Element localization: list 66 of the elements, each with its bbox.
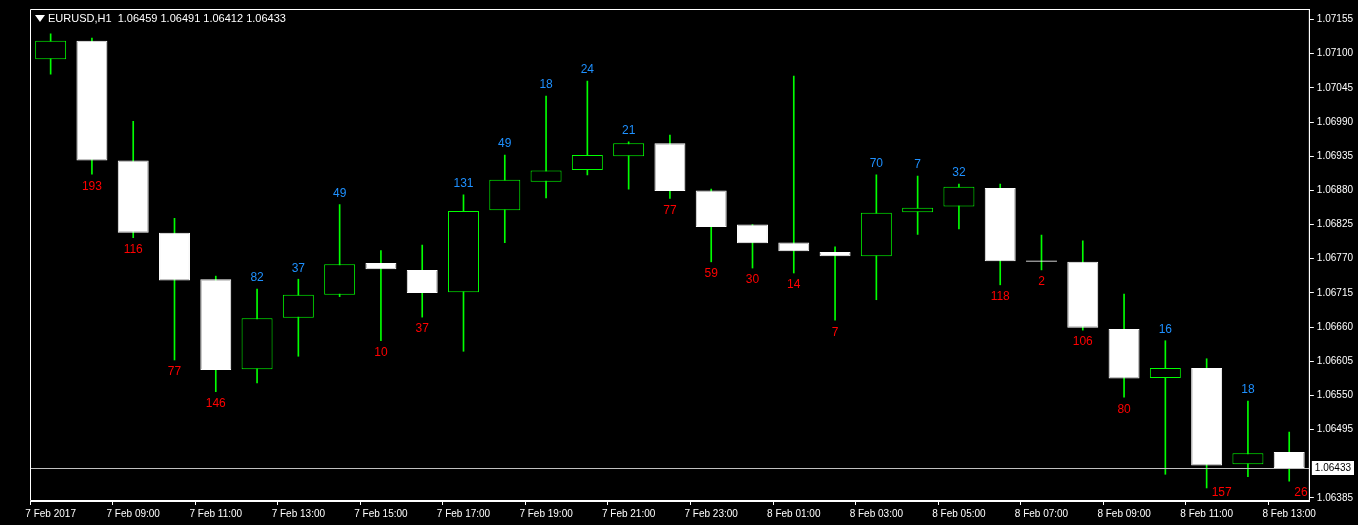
text: 157 bbox=[1211, 485, 1232, 500]
text: 7 bbox=[831, 324, 839, 339]
text: 106 bbox=[1072, 334, 1093, 349]
text: 193 bbox=[81, 178, 102, 193]
text: 2 bbox=[1038, 274, 1045, 289]
text: 77 bbox=[663, 202, 677, 217]
text: 24 bbox=[580, 62, 595, 77]
candlestick bbox=[530, 95, 562, 199]
y-tick-label: 1.06605 bbox=[1316, 354, 1354, 366]
x-tick-label: 7 Feb 2017 bbox=[25, 507, 77, 519]
y-tick-label: 1.06715 bbox=[1316, 286, 1354, 298]
x-tick-label: 8 Feb 07:00 bbox=[1014, 507, 1069, 519]
text: 26 bbox=[1294, 485, 1308, 500]
text: 49 bbox=[498, 136, 512, 151]
text: 37 bbox=[291, 260, 306, 275]
x-tick-label: 7 Feb 17:00 bbox=[436, 507, 491, 519]
y-tick-label: 1.06880 bbox=[1316, 184, 1354, 196]
text: 59 bbox=[704, 266, 718, 281]
x-tick-label: 7 Feb 09:00 bbox=[106, 507, 161, 519]
text: 18 bbox=[539, 77, 553, 92]
text: 7 bbox=[914, 157, 921, 172]
text: 131 bbox=[453, 176, 474, 191]
x-tick-label: 7 Feb 13:00 bbox=[271, 507, 326, 519]
x-tick-label: 8 Feb 09:00 bbox=[1097, 507, 1152, 519]
x-tick-label: 8 Feb 03:00 bbox=[849, 507, 904, 519]
y-tick-label: 1.07155 bbox=[1316, 13, 1354, 25]
y-tick-label: 1.06385 bbox=[1316, 491, 1354, 503]
ref-line-label: 1.06433 bbox=[1314, 461, 1352, 473]
text: 37 bbox=[415, 321, 429, 336]
text: 116 bbox=[123, 241, 143, 256]
x-tick-label: 8 Feb 01:00 bbox=[767, 507, 821, 519]
y-tick-label: 1.06550 bbox=[1316, 389, 1354, 401]
text: 80 bbox=[1117, 401, 1131, 416]
x-tick-label: 8 Feb 11:00 bbox=[1180, 507, 1234, 519]
y-tick-label: 1.06935 bbox=[1316, 149, 1354, 161]
y-tick-label: 1.06825 bbox=[1316, 218, 1354, 230]
text: 70 bbox=[869, 156, 884, 171]
x-tick-label: 7 Feb 19:00 bbox=[519, 507, 574, 519]
text: 16 bbox=[1158, 322, 1173, 337]
chart-title: EURUSD,H1 1.06459 1.06491 1.06412 1.06433 bbox=[48, 12, 286, 24]
y-tick-label: 1.06990 bbox=[1316, 115, 1354, 127]
text: 118 bbox=[990, 289, 1010, 304]
x-tick-label: 8 Feb 13:00 bbox=[1262, 507, 1317, 519]
text: 49 bbox=[332, 185, 347, 200]
y-tick-label: 1.06770 bbox=[1316, 252, 1354, 264]
candlestick bbox=[365, 250, 397, 342]
x-tick-label: 7 Feb 11:00 bbox=[189, 507, 243, 519]
y-tick-label: 1.07100 bbox=[1316, 47, 1354, 59]
y-tick-label: 1.07045 bbox=[1316, 81, 1354, 93]
candlestick bbox=[1232, 400, 1264, 478]
x-tick-label: 7 Feb 15:00 bbox=[354, 507, 409, 519]
text: 21 bbox=[621, 123, 636, 138]
candlestick bbox=[778, 75, 810, 274]
text: 146 bbox=[205, 395, 226, 410]
text: 77 bbox=[167, 364, 182, 379]
text: 18 bbox=[1241, 382, 1255, 397]
x-tick-label: 8 Feb 05:00 bbox=[932, 507, 987, 519]
text: 14 bbox=[787, 277, 801, 292]
y-tick-label: 1.06495 bbox=[1316, 423, 1354, 435]
text: 82 bbox=[250, 270, 264, 285]
text: 30 bbox=[745, 272, 760, 287]
y-tick-label: 1.06660 bbox=[1316, 320, 1354, 332]
text: 10 bbox=[374, 345, 388, 360]
x-tick-label: 7 Feb 23:00 bbox=[684, 507, 739, 519]
text: 32 bbox=[952, 165, 966, 180]
x-tick-label: 7 Feb 21:00 bbox=[601, 507, 656, 519]
